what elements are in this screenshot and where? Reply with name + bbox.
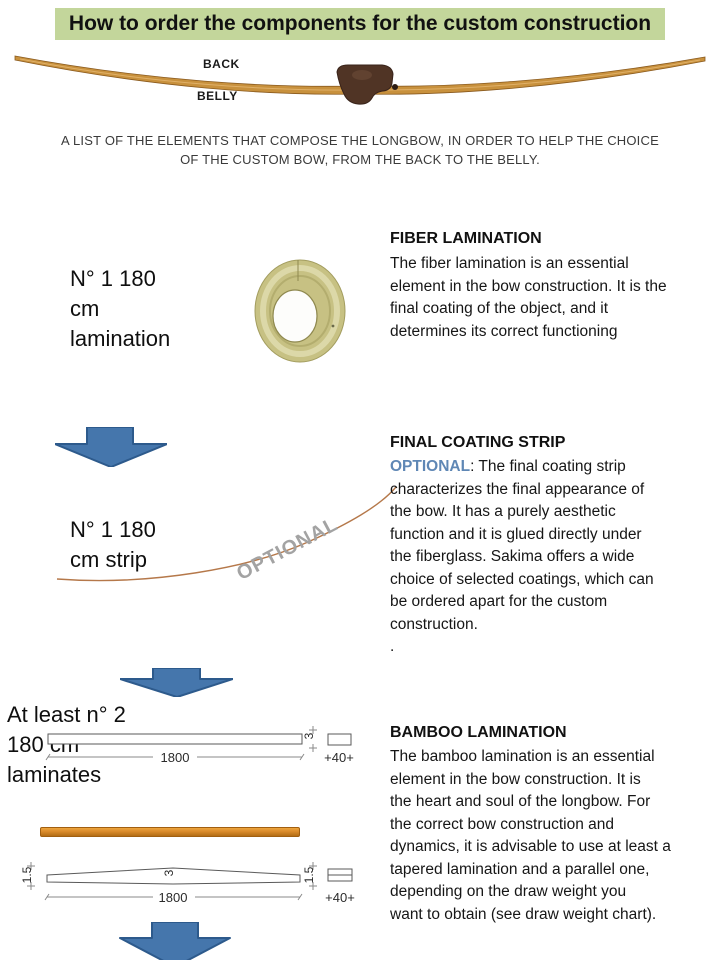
coil-hole — [272, 289, 318, 343]
parallel-lamination-drawing: 3 1800 +40+ — [45, 726, 354, 765]
coating-strip-image — [56, 486, 397, 582]
arrow-rest-dot — [392, 84, 398, 90]
bow-back-label: BACK — [203, 57, 240, 71]
down-arrow-shape — [55, 427, 167, 467]
tapered-width-label: +40+ — [325, 890, 355, 905]
left-thickness-ticks — [27, 862, 35, 890]
bamboo-body-text: The bamboo lamination is an essential el… — [390, 748, 671, 923]
tapered-profile — [46, 867, 301, 885]
intro-text: A LIST OF THE ELEMENTS THAT COMPOSE THE … — [61, 133, 659, 167]
riser-highlight — [352, 70, 372, 80]
right-thickness-ticks — [309, 862, 317, 890]
parallel-cross-section — [327, 733, 352, 746]
down-arrow-shape — [119, 922, 231, 960]
strip-body-text: OPTIONAL: The final coating strip charac… — [390, 456, 720, 659]
tapered-right-thickness-label: 1.5 — [302, 866, 316, 883]
down-arrow-shape — [120, 668, 233, 697]
tapered-lamination-drawing: 1.5 3 1.5 1800 +40+ — [20, 862, 355, 905]
optional-inline-label: OPTIONAL — [390, 458, 471, 475]
fiber-qty-label: N° 1 180 cm lamination — [70, 266, 171, 351]
bow-limbs — [14, 55, 706, 95]
down-arrow-1-icon — [55, 427, 167, 467]
fiber-heading: FIBER LAMINATION — [390, 230, 542, 247]
coil-inner-shade-ring — [269, 275, 331, 347]
down-arrow-2-icon — [120, 668, 233, 697]
page-title: How to order the components for the cust… — [68, 12, 652, 35]
parallel-length-label: 1800 — [161, 750, 190, 765]
strip-curve — [56, 486, 397, 582]
length-dim-line — [45, 753, 305, 761]
bamboo-heading: BAMBOO LAMINATION — [390, 724, 567, 741]
longbow-image — [14, 55, 706, 105]
down-arrow-3-icon — [119, 922, 231, 960]
bow-riser — [336, 64, 394, 105]
fiberglass-coil-image — [254, 259, 346, 363]
bamboo-strip-image — [40, 827, 300, 837]
tapered-left-thickness-label: 1.5 — [20, 866, 34, 883]
coil-highlight-ring — [260, 265, 340, 357]
fiber-body-text: The fiber lamination is an essential ele… — [390, 255, 667, 340]
length-dim-line — [44, 893, 303, 901]
parallel-profile — [47, 733, 303, 745]
parallel-thickness-label: 3 — [302, 732, 316, 739]
header-bar: How to order the components for the cust… — [55, 8, 665, 40]
parallel-width-label: +40+ — [324, 750, 354, 765]
thickness-ticks — [309, 726, 317, 752]
coil-end-dot — [331, 324, 335, 328]
strip-qty-label: N° 1 180 cm strip — [70, 517, 156, 572]
strip-body-rest: : The final coating strip characterizes … — [390, 458, 654, 655]
strip-heading: FINAL COATING STRIP — [390, 434, 566, 451]
tapered-center-thickness-label: 3 — [162, 869, 176, 876]
bow-belly-label: BELLY — [197, 89, 238, 103]
tapered-length-label: 1800 — [159, 890, 188, 905]
